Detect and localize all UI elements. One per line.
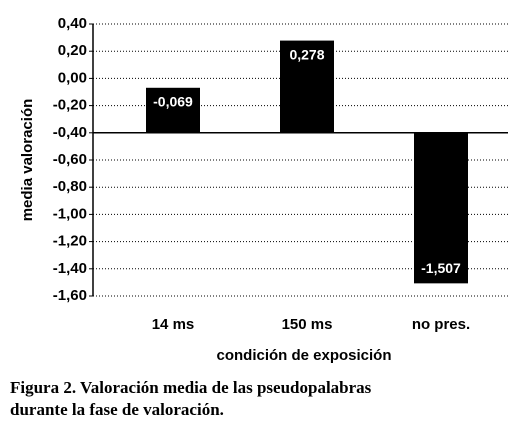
bar [146,87,200,133]
x-axis-title: condición de exposición [216,347,391,364]
y-tick-label: -0,60 [53,151,87,168]
x-tick-label: no pres. [412,316,470,333]
bar [280,40,334,133]
y-tick-label: -0,20 [53,97,87,114]
y-tick-label: 0,20 [58,42,87,59]
value-label: 0,278 [289,46,324,62]
y-tick-label: -0,40 [53,124,87,141]
y-tick-label: 0,00 [58,69,87,86]
value-label: -1,507 [421,260,461,276]
x-tick-label: 14 ms [152,316,195,333]
y-tick-label: -1,60 [53,287,87,304]
caption-line: Figura 2. Valoración media de las pseudo… [10,378,372,397]
y-tick-label: -0,80 [53,178,87,195]
x-tick-label: 150 ms [282,316,333,333]
y-tick-label: -1,40 [53,260,87,277]
bar [414,132,468,284]
y-tick-label: -1,00 [53,205,87,222]
value-label: -0,069 [153,93,193,109]
y-tick-label: 0,40 [58,15,87,32]
y-axis-title: media valoración [19,99,36,222]
y-tick-label: -1,20 [53,233,87,250]
caption-line: durante la fase de valoración. [10,400,224,419]
